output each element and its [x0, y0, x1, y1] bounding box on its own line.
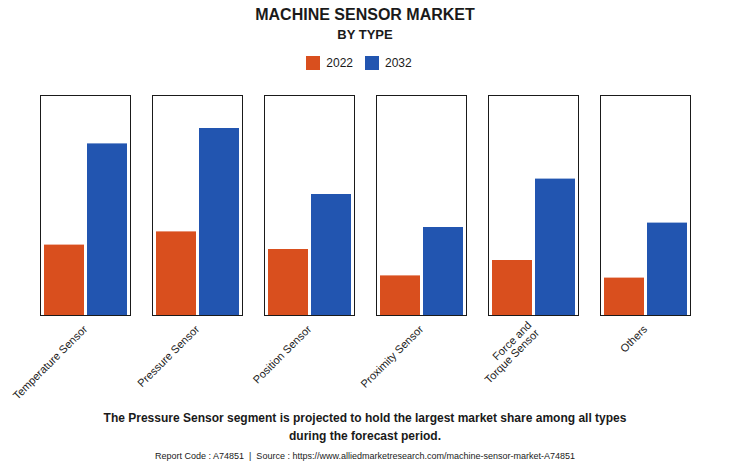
html-text:Report Code : A74851 | Source: Report Code : A74851 | Source : https://… [155, 451, 575, 461]
svg-text:Temperature Sensor: Temperature Sensor [10, 323, 89, 402]
html-text:The Pressure Sensor segment is: The Pressure Sensor segment is projected… [103, 411, 627, 443]
svg-text:Force andTorque Sensor: Force andTorque Sensor [474, 319, 541, 386]
html-text:2022: 2022 [326, 55, 353, 70]
svg-text:Others: Others [618, 322, 650, 354]
html-text:MACHINE SENSOR MARKET: MACHINE SENSOR MARKET [255, 6, 475, 23]
svg-text:Pressure Sensor: Pressure Sensor [135, 323, 202, 390]
html-text:BY TYPE: BY TYPE [337, 27, 393, 42]
html-text:2032: 2032 [385, 55, 412, 70]
svg-text:Proximity Sensor: Proximity Sensor [358, 323, 426, 391]
svg-text:Position Sensor: Position Sensor [250, 323, 313, 386]
